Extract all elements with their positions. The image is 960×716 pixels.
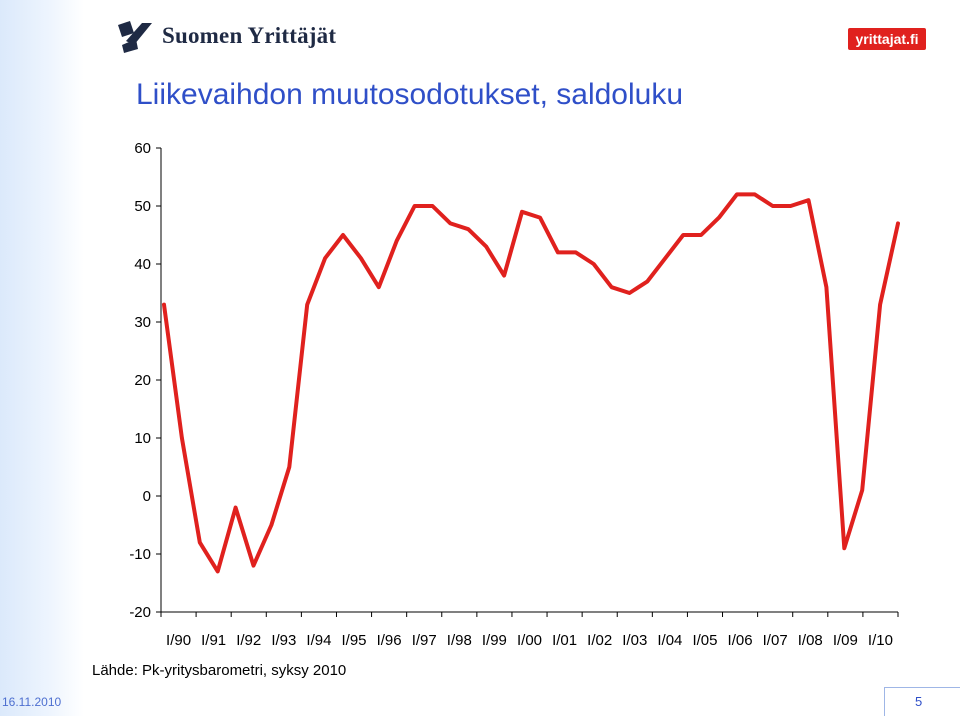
x-tick-label: I/04 [657, 632, 682, 649]
data-point [180, 436, 184, 440]
y-tick-label: 50 [134, 198, 151, 215]
data-point [645, 279, 649, 283]
data-point [502, 274, 506, 278]
data-point [735, 192, 739, 196]
data-point [413, 204, 417, 208]
data-point [610, 285, 614, 289]
data-point [216, 569, 220, 573]
data-point [574, 250, 578, 254]
data-point [556, 250, 560, 254]
y-tick-label: 60 [134, 140, 151, 157]
x-tick-label: I/01 [552, 632, 577, 649]
data-point [592, 262, 596, 266]
y-tick-label: 40 [134, 256, 151, 273]
data-point [323, 256, 327, 260]
x-tick-label: I/94 [306, 632, 331, 649]
x-tick-label: I/08 [798, 632, 823, 649]
data-point [663, 256, 667, 260]
x-tick-label: I/91 [201, 632, 226, 649]
x-tick-label: I/93 [271, 632, 296, 649]
data-point [824, 285, 828, 289]
data-point [878, 303, 882, 307]
data-point [234, 506, 238, 510]
x-tick-label: I/99 [482, 632, 507, 649]
data-point [269, 523, 273, 527]
data-point [431, 204, 435, 208]
data-point [699, 233, 703, 237]
suomen-yrittajat-logo: Suomen Yrittäjät [116, 16, 336, 56]
y-tick-label: 10 [134, 430, 151, 447]
data-point [359, 256, 363, 260]
data-point [896, 221, 900, 225]
site-badge[interactable]: yrittajat.fi [848, 28, 926, 50]
data-point [753, 192, 757, 196]
y-tick-label: 20 [134, 372, 151, 389]
data-point [628, 291, 632, 295]
stylized-flag-icon [118, 21, 152, 53]
x-tick-label: I/96 [377, 632, 402, 649]
x-tick-label: I/92 [236, 632, 261, 649]
y-tick-label: 0 [143, 488, 151, 505]
y-tick-label: 30 [134, 314, 151, 331]
x-tick-label: I/00 [517, 632, 542, 649]
series-line [162, 192, 900, 574]
x-tick-label: I/09 [833, 632, 858, 649]
data-point [717, 216, 721, 220]
page-number: 5 [915, 694, 923, 709]
data-point [448, 221, 452, 225]
x-tick-label: I/98 [447, 632, 472, 649]
data-point [771, 204, 775, 208]
data-point [520, 210, 524, 214]
x-tick-label: I/10 [868, 632, 893, 649]
chart-title: Liikevaihdon muutosodotukset, saldoluku [136, 78, 684, 111]
data-point [252, 564, 256, 568]
data-point [789, 204, 793, 208]
data-point [305, 303, 309, 307]
data-point [198, 540, 202, 544]
data-point [377, 285, 381, 289]
left-decorative-bar [0, 0, 84, 716]
data-point [538, 216, 542, 220]
data-point [842, 546, 846, 550]
x-tick-label: I/90 [166, 632, 191, 649]
footer-box [884, 687, 960, 716]
y-tick-label: -10 [129, 546, 151, 563]
x-tick-label: I/05 [692, 632, 717, 649]
data-point [807, 198, 811, 202]
y-tick-label: -20 [129, 604, 151, 621]
data-point [162, 303, 166, 307]
data-point [466, 227, 470, 231]
source-note: Lähde: Pk-yritysbarometri, syksy 2010 [92, 662, 347, 679]
data-point [484, 245, 488, 249]
x-tick-label: I/03 [622, 632, 647, 649]
data-point [395, 239, 399, 243]
data-point [860, 488, 864, 492]
x-tick-label: I/06 [728, 632, 753, 649]
logo-text: Suomen Yrittäjät [162, 23, 337, 48]
x-tick-label: I/97 [412, 632, 437, 649]
data-point [681, 233, 685, 237]
data-point [287, 465, 291, 469]
data-point [341, 233, 345, 237]
footer-divider [84, 686, 960, 687]
footer-date: 16.11.2010 [2, 695, 62, 709]
x-tick-label: I/02 [587, 632, 612, 649]
x-tick-label: I/95 [342, 632, 367, 649]
x-tick-label: I/07 [763, 632, 788, 649]
